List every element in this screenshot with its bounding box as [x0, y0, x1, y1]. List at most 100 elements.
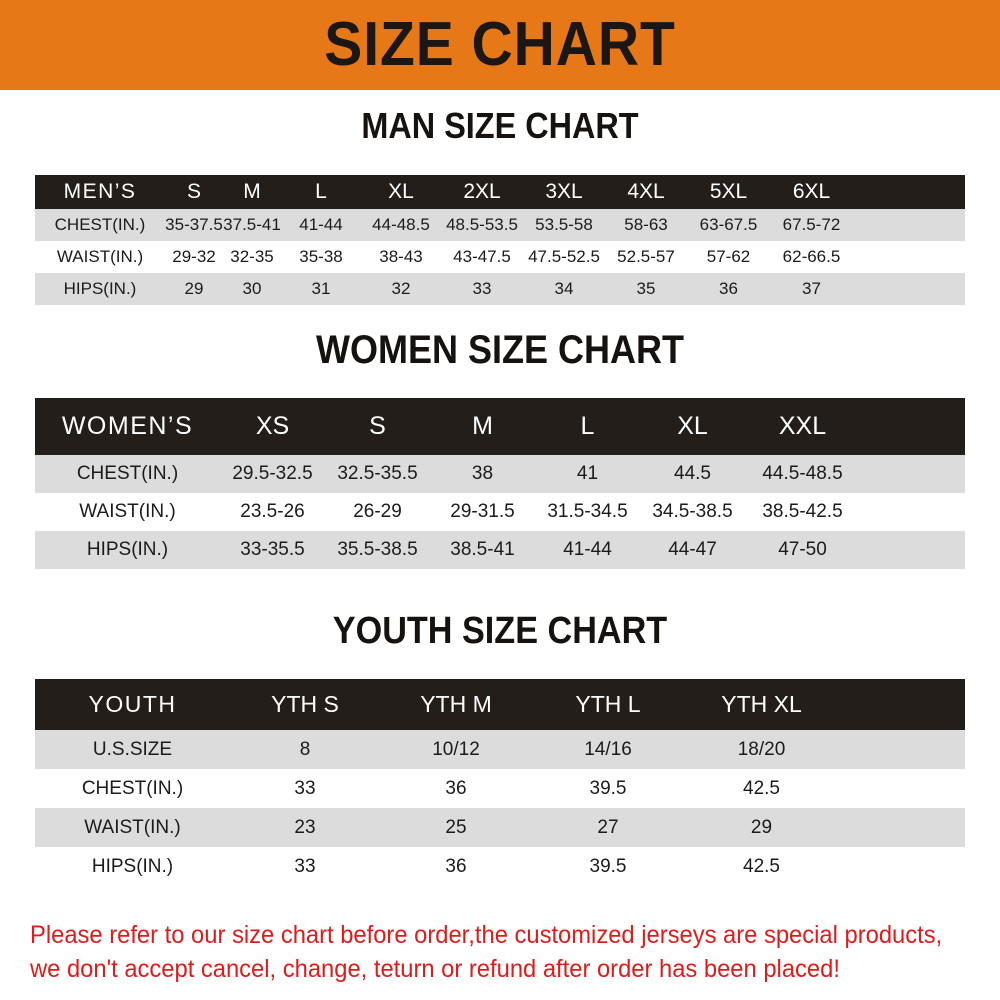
men-col-header-2xl: 2XL — [463, 180, 501, 203]
youth-row-label-us-size: U.S.SIZE — [92, 738, 173, 760]
women-chest-spacer — [860, 455, 965, 493]
men-col-header-l: L — [315, 180, 327, 203]
women-hips-xl: 44-47 — [668, 539, 717, 560]
youth-row-label-hips: HIPS(IN.) — [91, 855, 174, 877]
men-hips-xl: 32 — [391, 279, 411, 298]
women-waist-s: 26-29 — [353, 501, 402, 522]
women-waist-xs: 23.5-26 — [240, 501, 305, 522]
table-row: HIPS(IN.) 33 36 39.5 42.5 — [35, 847, 965, 886]
youth-hips-yth-s: 33 — [294, 855, 316, 877]
men-waist-m: 32-35 — [230, 247, 274, 266]
men-chest-6xl: 67.5-72 — [782, 215, 841, 234]
youth-col-header-yth-l: YTH L — [575, 691, 641, 717]
youth-hips-yth-m: 36 — [445, 855, 467, 877]
men-chest-3xl: 53.5-58 — [535, 215, 593, 234]
men-chest-5xl: 63-67.5 — [699, 215, 758, 234]
youth-size-table: YOUTH YTH S YTH M YTH L YTH XL U.S.SIZE … — [35, 679, 965, 886]
men-waist-5xl: 57-62 — [706, 247, 751, 266]
men-col-header-6xl: 6XL — [792, 180, 831, 203]
table-row: U.S.SIZE 8 10/12 14/16 18/20 — [35, 730, 965, 769]
table-row: WAIST(IN.) 23.5-26 26-29 29-31.5 31.5-34… — [35, 493, 965, 531]
men-row-label-waist: WAIST(IN.) — [56, 247, 144, 266]
youth-chest-yth-s: 33 — [294, 777, 316, 799]
youth-hips-yth-l: 39.5 — [589, 855, 627, 877]
youth-row-label-chest: CHEST(IN.) — [81, 777, 184, 799]
youth-row-label-waist: WAIST(IN.) — [84, 816, 181, 838]
youth-ussize-yth-m: 10/12 — [432, 738, 480, 760]
women-chest-s: 32.5-35.5 — [337, 463, 418, 484]
men-waist-spacer — [853, 241, 965, 273]
men-hips-s: 29 — [184, 279, 204, 298]
men-col-header-s: S — [186, 180, 201, 203]
men-row-label-hips: HIPS(IN.) — [63, 279, 137, 298]
women-section-title: WOMEN SIZE CHART — [316, 328, 684, 372]
youth-corner-label: YOUTH — [88, 691, 177, 717]
youth-ussize-yth-xl: 18/20 — [737, 738, 786, 760]
men-hips-6xl: 37 — [802, 279, 821, 298]
women-chest-l: 41 — [576, 463, 599, 484]
women-row-label-chest: CHEST(IN.) — [76, 463, 179, 484]
notice-line-1: Please refer to our size chart before or… — [30, 921, 943, 949]
table-row: CHEST(IN.) 35-37.5 37.5-41 41-44 44-48.5… — [35, 209, 965, 241]
men-waist-4xl: 52.5-57 — [617, 247, 675, 266]
men-chest-xl: 44-48.5 — [372, 215, 430, 234]
table-row: HIPS(IN.) 29 30 31 32 33 34 35 36 37 — [35, 273, 965, 305]
men-row-label-chest: CHEST(IN.) — [54, 215, 146, 234]
women-col-header-spacer — [860, 398, 965, 455]
men-chest-s: 35-37.5 — [165, 215, 223, 234]
notice-line-2: we don't accept cancel, change, teturn o… — [30, 955, 840, 983]
page-title: SIZE CHART — [324, 10, 676, 79]
women-col-header-s: S — [369, 412, 386, 440]
women-chest-xl: 44.5 — [674, 463, 711, 484]
youth-col-header-yth-xl: YTH XL — [721, 691, 802, 717]
men-chest-4xl: 58-63 — [624, 215, 668, 234]
men-col-header-4xl: 4XL — [627, 180, 665, 203]
women-size-table: WOMEN’S XS S M L XL XXL CHEST(IN.) 29.5-… — [35, 398, 965, 569]
youth-chest-yth-l: 39.5 — [589, 777, 627, 799]
women-chest-m: 38 — [471, 463, 494, 484]
youth-ussize-spacer — [839, 730, 965, 769]
women-hips-m: 38.5-41 — [450, 539, 515, 560]
women-hips-s: 35.5-38.5 — [337, 539, 418, 560]
women-col-header-m: M — [472, 412, 493, 440]
men-waist-s: 29-32 — [172, 247, 216, 266]
youth-table-header-row: YOUTH YTH S YTH M YTH L YTH XL — [35, 679, 965, 730]
women-waist-spacer — [860, 493, 965, 531]
men-corner-label: MEN’S — [63, 180, 137, 203]
men-hips-l: 31 — [311, 279, 331, 298]
men-hips-3xl: 34 — [554, 279, 574, 298]
table-row: WAIST(IN.) 29-32 32-35 35-38 38-43 43-47… — [35, 241, 965, 273]
youth-waist-yth-xl: 29 — [750, 816, 773, 838]
women-waist-xxl: 38.5-42.5 — [762, 501, 843, 522]
women-chest-xs: 29.5-32.5 — [232, 463, 313, 484]
youth-chest-spacer — [839, 769, 965, 808]
men-col-header-5xl: 5XL — [709, 180, 748, 203]
youth-col-header-yth-s: YTH S — [271, 691, 339, 717]
men-waist-l: 35-38 — [299, 247, 343, 266]
men-col-header-xl: XL — [388, 180, 414, 203]
women-col-header-l: L — [580, 412, 595, 440]
youth-col-header-spacer — [839, 679, 965, 730]
women-hips-l: 41-44 — [563, 539, 612, 560]
youth-chest-yth-xl: 42.5 — [743, 777, 780, 799]
women-hips-xs: 33-35.5 — [240, 539, 305, 560]
men-hips-4xl: 35 — [636, 279, 656, 298]
page-banner: SIZE CHART — [0, 0, 1000, 90]
men-hips-2xl: 33 — [472, 279, 492, 298]
youth-col-header-yth-m: YTH M — [420, 691, 492, 717]
youth-waist-spacer — [839, 808, 965, 847]
men-hips-m: 30 — [242, 279, 262, 298]
youth-hips-yth-xl: 42.5 — [743, 855, 780, 877]
youth-waist-yth-m: 25 — [445, 816, 467, 838]
table-row: CHEST(IN.) 33 36 39.5 42.5 — [35, 769, 965, 808]
women-corner-label: WOMEN’S — [61, 412, 194, 440]
men-chest-m: 37.5-41 — [223, 215, 281, 234]
men-chest-spacer — [853, 209, 965, 241]
women-row-label-hips: HIPS(IN.) — [86, 539, 169, 560]
men-chest-l: 41-44 — [299, 215, 343, 234]
youth-ussize-yth-s: 8 — [299, 738, 311, 760]
women-hips-xxl: 47-50 — [778, 539, 827, 560]
youth-section-title: YOUTH SIZE CHART — [332, 610, 668, 652]
women-chest-xxl: 44.5-48.5 — [762, 463, 843, 484]
women-table-header-row: WOMEN’S XS S M L XL XXL — [35, 398, 965, 455]
